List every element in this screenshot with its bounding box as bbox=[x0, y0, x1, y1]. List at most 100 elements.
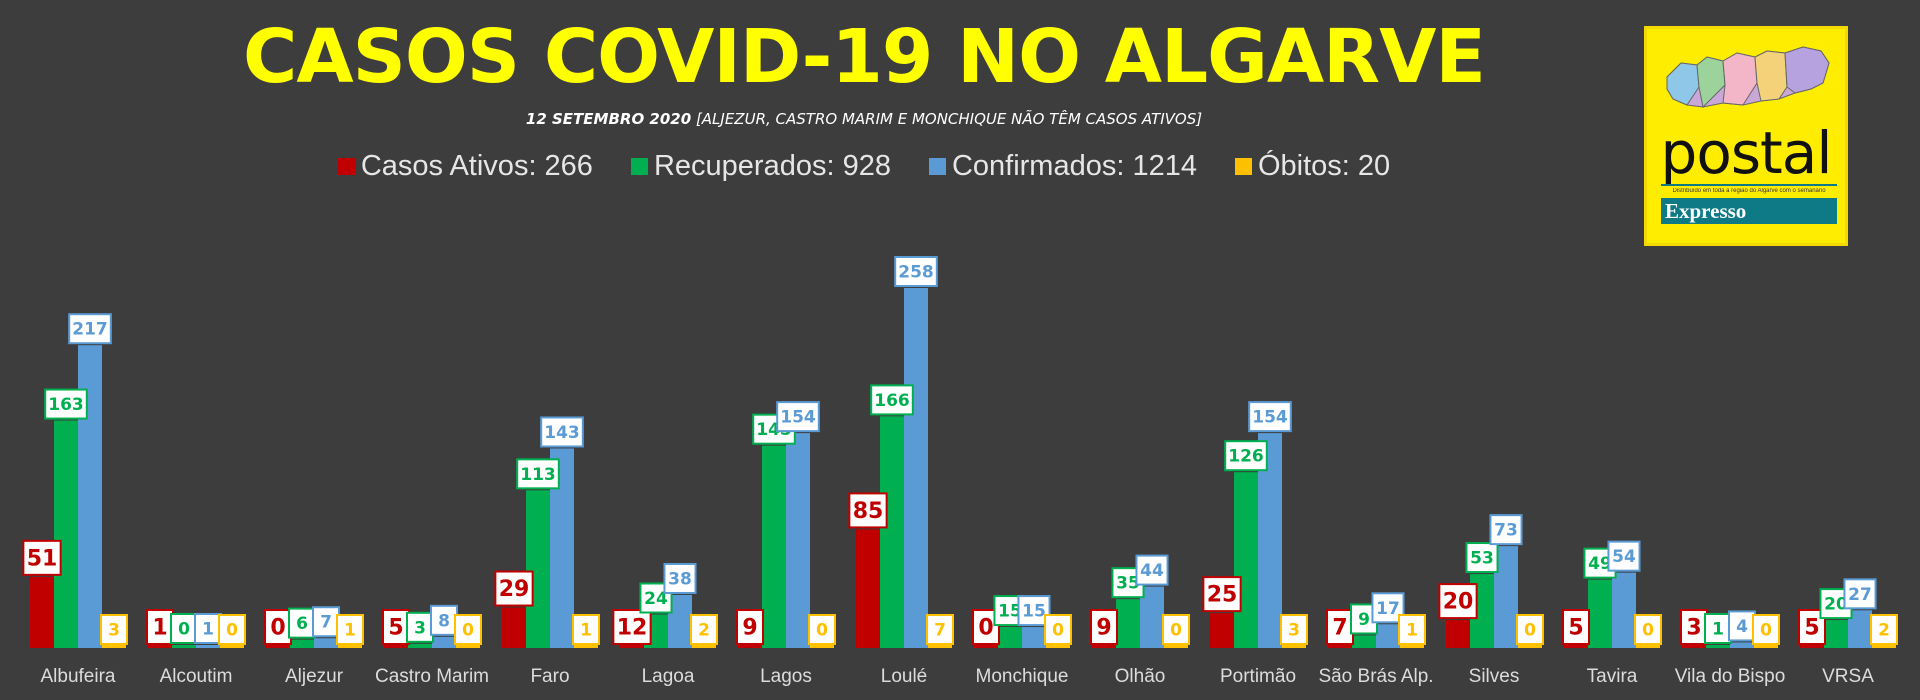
data-label-value: 1 bbox=[152, 616, 167, 641]
data-label-box bbox=[1162, 614, 1190, 645]
bar-ativos bbox=[974, 645, 998, 648]
data-label-recuperados: 53 bbox=[1465, 542, 1499, 574]
data-label-box bbox=[1090, 609, 1118, 645]
data-label-ativos: 5 bbox=[382, 609, 410, 645]
bar-confirmados bbox=[904, 288, 928, 648]
bar-base-obitos bbox=[928, 645, 952, 648]
data-label-box bbox=[170, 613, 198, 644]
data-label-recuperados: 0 bbox=[170, 613, 198, 644]
data-label-box bbox=[612, 609, 652, 645]
logo-brand: postal bbox=[1660, 119, 1833, 187]
bar-recuperados bbox=[1234, 472, 1258, 648]
category-label: Vila do Bispo bbox=[1675, 666, 1786, 687]
bar-base-obitos bbox=[1518, 645, 1542, 648]
data-label-value: 0 bbox=[816, 621, 828, 641]
data-label-ativos: 20 bbox=[1438, 583, 1478, 620]
legend-label-ativos: Casos Ativos: 266 bbox=[360, 150, 593, 182]
bar-confirmados bbox=[1612, 572, 1636, 648]
subtitle-date: 12 SETEMBRO 2020 bbox=[525, 110, 692, 128]
data-label-box bbox=[1516, 614, 1544, 645]
bar-ativos bbox=[266, 645, 290, 648]
bar-base-obitos bbox=[1046, 645, 1070, 648]
bar-confirmados bbox=[1022, 627, 1046, 648]
algarve-map-icon bbox=[1666, 46, 1830, 109]
legend-swatch-ativos bbox=[337, 158, 355, 175]
bar-base-obitos bbox=[1400, 645, 1424, 648]
data-label-box bbox=[1704, 613, 1732, 644]
data-label-box bbox=[382, 609, 410, 645]
data-label-box bbox=[1798, 609, 1826, 645]
data-label-value: 3 bbox=[1288, 621, 1300, 641]
data-label-value: 1 bbox=[202, 620, 214, 640]
data-label-value: 0 bbox=[270, 616, 285, 641]
data-label-recuperados: 3 bbox=[406, 611, 434, 643]
data-label-ativos: 1 bbox=[146, 609, 174, 645]
data-label-value: 38 bbox=[668, 569, 692, 589]
category-label: Castro Marim bbox=[375, 666, 489, 687]
data-label-value: 154 bbox=[1252, 408, 1288, 428]
data-label-confirmados: 8 bbox=[430, 604, 458, 636]
bar-confirmados bbox=[1730, 642, 1754, 648]
category-label: Monchique bbox=[976, 666, 1069, 687]
data-label-box bbox=[926, 614, 954, 645]
data-label-recuperados: 163 bbox=[44, 388, 88, 420]
data-label-value: 4 bbox=[1736, 617, 1748, 637]
data-label-ativos: 9 bbox=[736, 609, 764, 645]
bar-base-obitos bbox=[102, 645, 126, 648]
data-label-recuperados: 113 bbox=[516, 458, 560, 490]
category-label: Loulé bbox=[881, 666, 928, 687]
data-label-recuperados: 1 bbox=[1704, 613, 1732, 644]
data-label-value: 0 bbox=[1052, 621, 1064, 641]
legend-item-ativos: Casos Ativos: 266 bbox=[337, 150, 593, 183]
category-labels-layer: Albufeira Alcoutim Aljezur Castro Marim Faro… bbox=[41, 666, 1875, 687]
legend-label-confirmados: Confirmados: 1214 bbox=[951, 150, 1197, 182]
data-label-value: 3 bbox=[1686, 616, 1701, 641]
data-label-ativos: 29 bbox=[494, 570, 534, 607]
data-label-value: 7 bbox=[934, 621, 946, 641]
bar-recuperados bbox=[1116, 599, 1140, 648]
data-label-box bbox=[1680, 609, 1708, 645]
bar-recuperados bbox=[880, 416, 904, 648]
logo-divider bbox=[1661, 184, 1837, 186]
data-label-value: 3 bbox=[414, 618, 426, 638]
data-label-value: 1 bbox=[580, 621, 592, 641]
data-label-box bbox=[1044, 614, 1072, 645]
category-label: VRSA bbox=[1822, 666, 1874, 687]
data-label-value: 2 bbox=[1878, 621, 1890, 641]
data-label-box bbox=[288, 607, 316, 639]
data-label-value: 143 bbox=[544, 423, 580, 443]
data-label-obitos: 0 bbox=[1516, 614, 1544, 645]
legend: Casos Ativos: 266 Recuperados: 928 Confi… bbox=[0, 150, 1728, 183]
data-label-value: 154 bbox=[780, 408, 816, 428]
bar-base-obitos bbox=[810, 645, 834, 648]
bar-confirmados bbox=[314, 638, 338, 648]
bar-recuperados bbox=[54, 420, 78, 648]
data-label-value: 9 bbox=[1358, 610, 1370, 630]
bar-ativos bbox=[1682, 643, 1706, 648]
data-label-ativos: 85 bbox=[848, 492, 888, 529]
data-label-recuperados: 126 bbox=[1224, 440, 1268, 472]
bar-base-obitos bbox=[574, 645, 598, 648]
bar-base-obitos bbox=[1164, 645, 1188, 648]
data-label-value: 35 bbox=[1116, 574, 1140, 594]
bar-ativos bbox=[502, 607, 526, 648]
data-label-box bbox=[894, 256, 938, 287]
logo-partner: Expresso bbox=[1661, 198, 1837, 224]
data-label-box bbox=[1634, 614, 1662, 645]
bar-confirmados bbox=[432, 636, 456, 648]
data-label-value: 0 bbox=[1760, 621, 1772, 641]
data-label-obitos: 3 bbox=[1280, 614, 1308, 645]
legend-label-obitos: Óbitos: 20 bbox=[1257, 150, 1391, 182]
legend-item-obitos: Óbitos: 20 bbox=[1234, 150, 1391, 183]
data-label-value: 5 bbox=[1804, 616, 1819, 641]
data-label-confirmados: 38 bbox=[663, 562, 697, 594]
bar-base-obitos bbox=[692, 645, 716, 648]
data-label-confirmados: 15 bbox=[1017, 595, 1051, 627]
data-label-confirmados: 1 bbox=[194, 613, 222, 644]
data-label-ativos: 9 bbox=[1090, 609, 1118, 645]
bar-ativos bbox=[1210, 613, 1234, 648]
data-label-value: 1 bbox=[1406, 621, 1418, 641]
bar-base-obitos bbox=[1754, 645, 1778, 648]
data-label-ativos: 12 bbox=[612, 609, 652, 645]
